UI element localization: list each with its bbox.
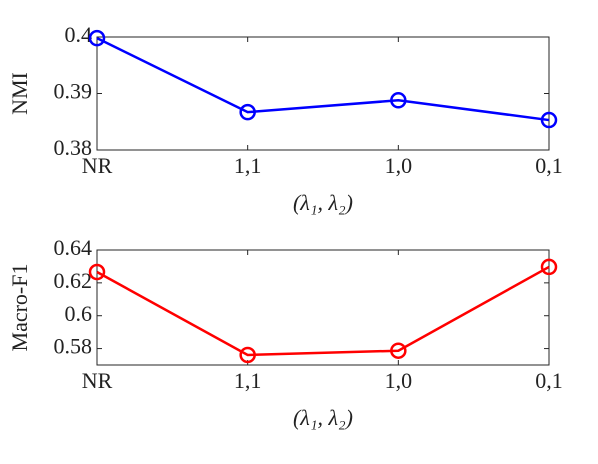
y-axis-label: Macro-F1 (7, 264, 32, 352)
y-tick-label: 0.6 (65, 301, 93, 326)
y-tick-label: 0.39 (54, 79, 93, 104)
data-point (88, 263, 106, 281)
x-tick-label: NR (82, 153, 113, 178)
x-tick-label: NR (82, 368, 113, 393)
x-axis-label: (λ₁, λ₂) (293, 405, 353, 430)
x-tick-label: 0,1 (535, 153, 563, 178)
data-point (239, 346, 256, 364)
x-axis-label: (λ₁, λ₂) (293, 190, 353, 215)
x-tick-label: 1,1 (234, 368, 262, 393)
y-tick-label: 0.64 (54, 235, 93, 260)
data-point (239, 103, 256, 121)
y-tick-label: 0.62 (54, 268, 93, 293)
y-tick-label: 0.4 (65, 22, 93, 47)
plot-frame (96, 249, 550, 366)
plot-frame (96, 36, 550, 151)
data-point (88, 29, 106, 47)
data-point (390, 92, 407, 109)
y-tick-label: 0.58 (54, 334, 93, 359)
data-point (540, 258, 558, 276)
x-tick-label: 1,0 (385, 368, 413, 393)
x-tick-label: 1,1 (234, 153, 262, 178)
y-axis-label: NMI (7, 72, 32, 115)
data-point (390, 342, 407, 359)
x-tick-label: 0,1 (535, 368, 563, 393)
series-line (96, 265, 550, 357)
data-point (540, 111, 558, 129)
x-tick-label: 1,0 (385, 153, 413, 178)
y-tick-label: 0.38 (54, 135, 93, 160)
series-line (96, 37, 550, 122)
